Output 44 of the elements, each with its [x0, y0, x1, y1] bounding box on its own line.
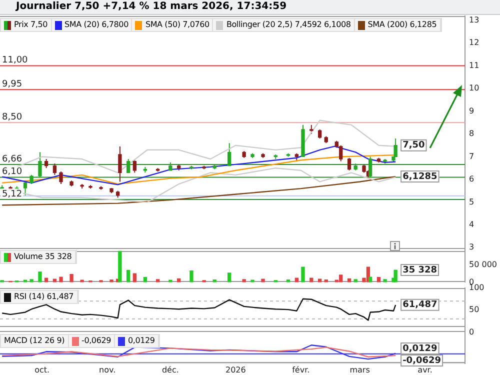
- x-tick-label: nov.: [98, 365, 116, 374]
- y-tick-label: 10: [469, 84, 480, 93]
- legend-label: SMA (50) 7,0760: [145, 19, 210, 31]
- y-tick-label: 12: [469, 38, 480, 48]
- legend-title: MACD (12 26 9): [1, 335, 69, 347]
- legend-label: -0,0629: [82, 335, 111, 347]
- annotation: 35 328: [402, 265, 438, 276]
- x-tick-label: mars: [350, 365, 370, 374]
- x-tick-label: déc.: [162, 365, 179, 374]
- y-tick-label: 3: [469, 242, 474, 252]
- legend-label: SMA (20) 6,7800: [64, 19, 128, 31]
- y-tick-label: 50: [469, 305, 480, 314]
- annotation: 61,487: [402, 300, 438, 310]
- y-tick-label: 6: [469, 174, 474, 184]
- annotation: 0,0129: [402, 344, 438, 354]
- x-tick-label: févr.: [292, 365, 310, 374]
- legend-label: SMA (200) 6,1285: [368, 19, 437, 31]
- legend-label: Volume 35 328: [14, 251, 72, 263]
- y-tick-label: 13: [469, 15, 480, 24]
- annotation: 7,50: [402, 140, 425, 151]
- ref-line-label: 6,10: [2, 167, 22, 178]
- x-tick-label: avr.: [418, 365, 432, 374]
- ref-line-label: 11,00: [2, 56, 28, 66]
- y-tick-label: 0: [469, 327, 474, 336]
- ref-line-label: 9,95: [2, 80, 22, 90]
- y-tick-label: 7: [469, 152, 474, 161]
- y-tick-label: 9: [469, 106, 474, 116]
- ref-line-label: 6,66: [2, 154, 22, 164]
- y-tick-label: 4: [469, 220, 474, 229]
- legend-label: RSI (14) 61,487: [14, 291, 74, 303]
- y-tick-label: 50 000: [469, 260, 497, 270]
- ref-line-label: 8,50: [2, 112, 22, 122]
- legend-label: Bollinger (20 2,5) 7,4592 6,1008: [226, 19, 351, 31]
- ref-line-label: 5,12: [2, 189, 22, 200]
- annotation: 6,1285: [402, 172, 438, 182]
- annotation: -0,0629: [402, 356, 442, 366]
- y-tick-label: 8: [469, 129, 474, 138]
- y-tick-label: 11: [469, 60, 480, 70]
- legend-label: Prix 7,50: [14, 19, 48, 31]
- y-tick-label: 5: [469, 197, 474, 206]
- x-tick-label: oct.: [34, 365, 50, 374]
- legend-label: 0,0129: [128, 335, 155, 347]
- chart-title: Journalier 7,50 +7,14 % 18 mars 2026, 17:34:59: [16, 1, 287, 12]
- x-tick-label: 2026: [225, 365, 246, 374]
